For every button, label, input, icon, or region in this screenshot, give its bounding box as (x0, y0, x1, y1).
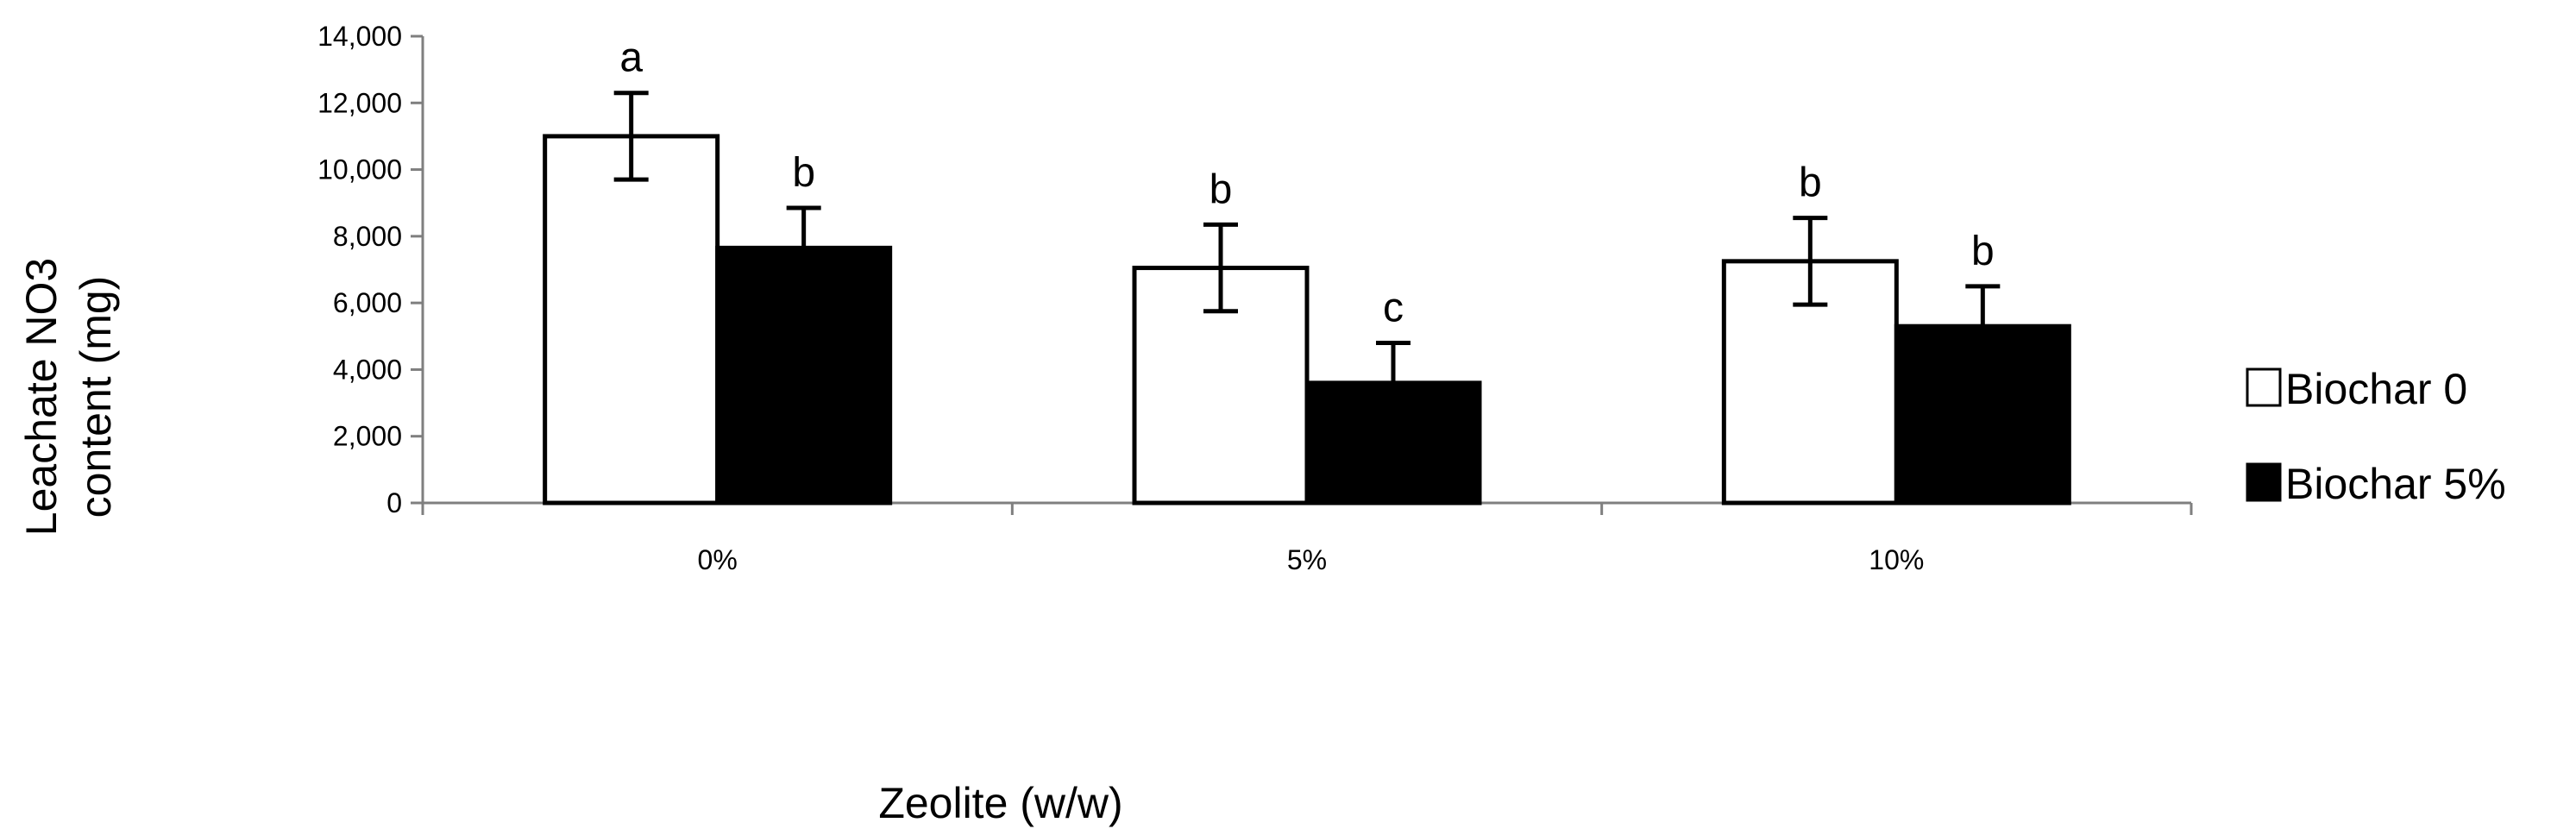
x-tick-label: 10% (1869, 544, 1924, 575)
significance-label: b (792, 150, 815, 196)
y-tick-label: 8,000 (333, 221, 402, 252)
x-tick-label: 0% (698, 544, 738, 575)
y-axis-ticks: 0 2,000 4,000 6,000 8,000 10,000 12,000 14,000 (317, 21, 423, 518)
legend-swatch (2246, 462, 2282, 502)
y-tick-label: 4,000 (333, 354, 402, 385)
bar (543, 134, 720, 506)
x-tick-label: 5% (1287, 544, 1327, 575)
x-axis-title: Zeolite (w/w) (878, 779, 1122, 827)
y-tick-label: 12,000 (317, 87, 402, 118)
legend-label: Biochar 5% (2285, 460, 2506, 508)
y-axis-title: Leachate NO3 content (mg) (17, 258, 120, 536)
significance-label: b (1799, 160, 1822, 206)
y-axis-title-line-1: Leachate NO3 (17, 258, 66, 536)
significance-label: c (1383, 286, 1404, 331)
legend: Biochar 0 Biochar 5% (2246, 365, 2506, 508)
y-tick-label: 2,000 (333, 421, 402, 452)
bar (715, 245, 893, 506)
y-axis-title-line-2: content (mg) (72, 276, 120, 518)
y-tick-label: 14,000 (317, 21, 402, 52)
y-tick-label: 6,000 (333, 287, 402, 318)
significance-label: a (619, 35, 643, 81)
x-axis-ticks: 0% 5% 10% (421, 503, 2193, 575)
y-tick-label: 10,000 (317, 154, 402, 185)
bars: a b b b c b (543, 35, 2071, 506)
legend-label: Biochar 0 (2285, 365, 2467, 413)
significance-label: b (1971, 229, 1995, 274)
legend-swatch (2246, 367, 2282, 407)
significance-label: b (1209, 166, 1233, 212)
y-tick-label: 0 (386, 487, 402, 518)
